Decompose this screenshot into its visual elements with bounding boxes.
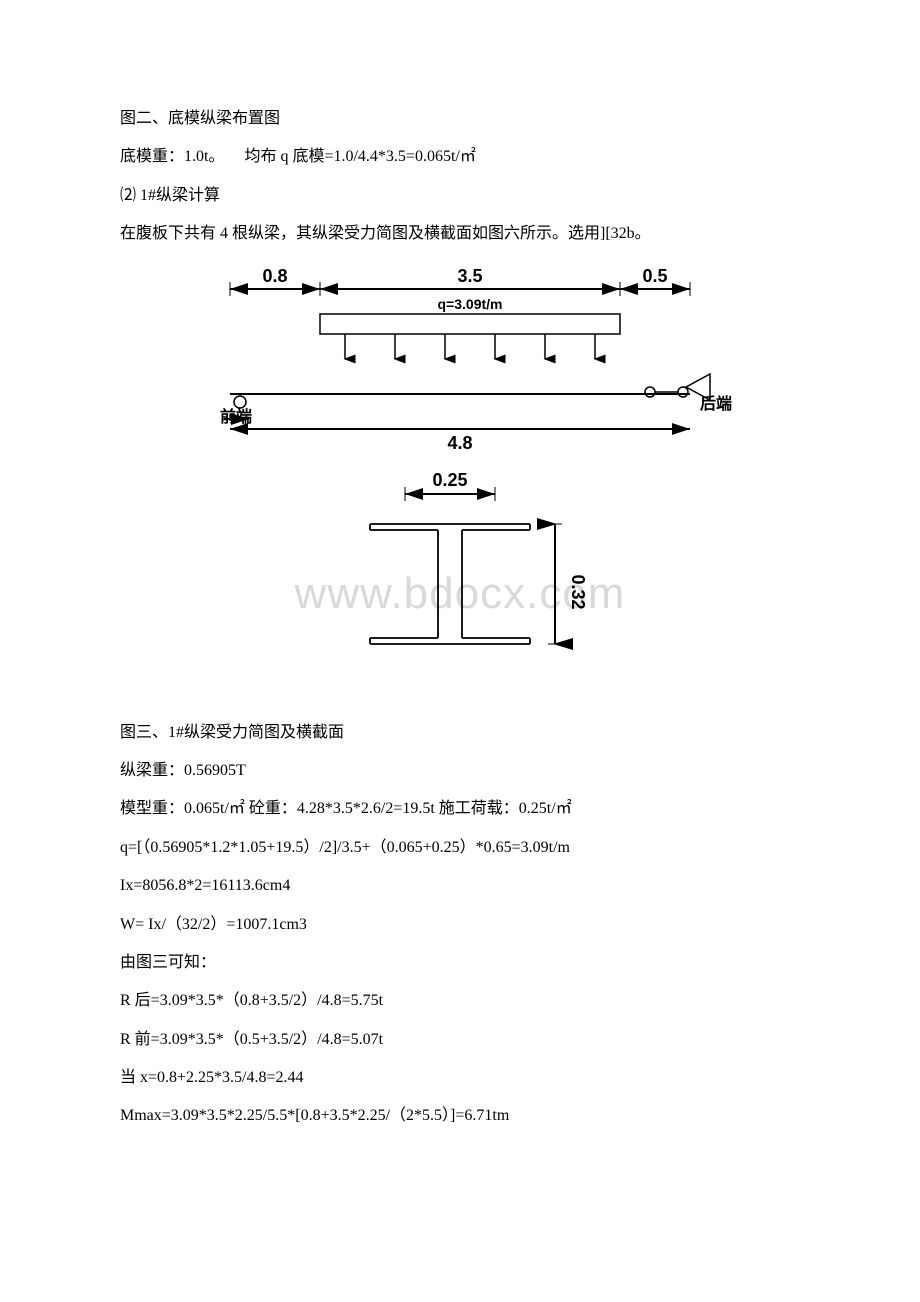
paragraph: Ix=8056.8*2=16113.6cm4	[120, 867, 800, 905]
paragraph: 纵梁重：0.56905T	[120, 752, 800, 790]
right-support-label: 后端	[700, 394, 732, 413]
paragraph: 在腹板下共有 4 根纵梁，其纵梁受力简图及横截面如图六所示。选用][32b。	[120, 215, 800, 253]
cross-section-svg: 0.25	[310, 464, 610, 684]
dim-mid-label: 3.5	[457, 266, 482, 286]
load-value-label: q=3.09t/m	[438, 296, 503, 312]
paragraph: R 后=3.09*3.5*（0.8+3.5/2）/4.8=5.75t	[120, 982, 800, 1020]
paragraph: 图三、1#纵梁受力简图及横截面	[120, 714, 800, 752]
paragraph: 当 x=0.8+2.25*3.5/4.8=2.44	[120, 1059, 800, 1097]
load-diagram-svg: 0.8 3.5 0.5 q=3.09t/m	[180, 264, 740, 464]
paragraph: R 前=3.09*3.5*（0.5+3.5/2）/4.8=5.07t	[120, 1021, 800, 1059]
left-support-label: 前端	[220, 407, 252, 426]
dim-right-label: 0.5	[642, 266, 667, 286]
beam-diagram: 0.8 3.5 0.5 q=3.09t/m	[120, 264, 800, 684]
left-support-icon	[234, 396, 246, 408]
paragraph: ⑵ 1#纵梁计算	[120, 177, 800, 215]
document-page: 图二、底模纵梁布置图 底模重：1.0t。 均布 q 底模=1.0/4.4*3.5…	[0, 0, 920, 1196]
load-box	[320, 314, 620, 334]
paragraph: 模型重：0.065t/㎡ 砼重：4.28*3.5*2.6/2=19.5t 施工荷…	[120, 790, 800, 828]
paragraph: q=[（0.56905*1.2*1.05+19.5）/2]/3.5+（0.065…	[120, 829, 800, 867]
i-section-shape	[370, 524, 530, 644]
dimension-row: 0.8 3.5 0.5	[230, 266, 690, 296]
paragraph: Mmax=3.09*3.5*2.25/5.5*[0.8+3.5*2.25/（2*…	[120, 1097, 800, 1135]
paragraph: 底模重：1.0t。 均布 q 底模=1.0/4.4*3.5=0.065t/㎡	[120, 138, 800, 176]
paragraph: W= Ix/（32/2）=1007.1cm3	[120, 906, 800, 944]
span-label: 4.8	[447, 433, 472, 453]
paragraph: 由图三可知：	[120, 944, 800, 982]
dim-left-label: 0.8	[262, 266, 287, 286]
paragraph: 图二、底模纵梁布置图	[120, 100, 800, 138]
section-width-label: 0.25	[432, 470, 467, 490]
load-arrows	[345, 334, 595, 359]
section-height-label: 0.32	[568, 574, 588, 609]
